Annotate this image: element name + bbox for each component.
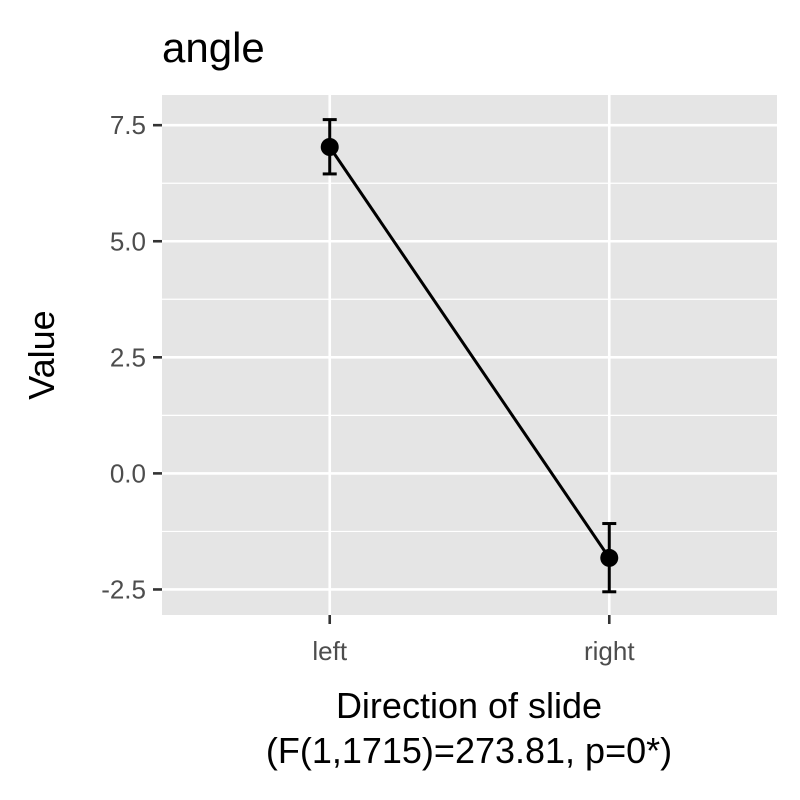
series-line [328, 146, 611, 559]
data-point [600, 548, 619, 567]
x-axis-title: Direction of slide [336, 685, 602, 726]
y-tick-label: 5.0 [110, 226, 146, 256]
chart-title: angle [162, 24, 265, 71]
y-tick-label: -2.5 [101, 574, 146, 604]
data-point [320, 138, 339, 156]
x-axis: left right [312, 615, 635, 666]
y-axis: -2.5 0.0 2.5 5.0 7.5 [101, 110, 162, 604]
x-axis-subtitle: (F(1,1715)=273.81, p=0*) [266, 730, 672, 771]
x-tick-label: right [584, 636, 635, 666]
x-tick-label: left [312, 636, 347, 666]
y-tick-label: 7.5 [110, 110, 146, 140]
series-layer [320, 118, 619, 594]
y-tick-label: 0.0 [110, 458, 146, 488]
grid-minor [162, 182, 777, 533]
y-tick-label: 2.5 [110, 342, 146, 372]
y-axis-title: Value [21, 310, 62, 399]
